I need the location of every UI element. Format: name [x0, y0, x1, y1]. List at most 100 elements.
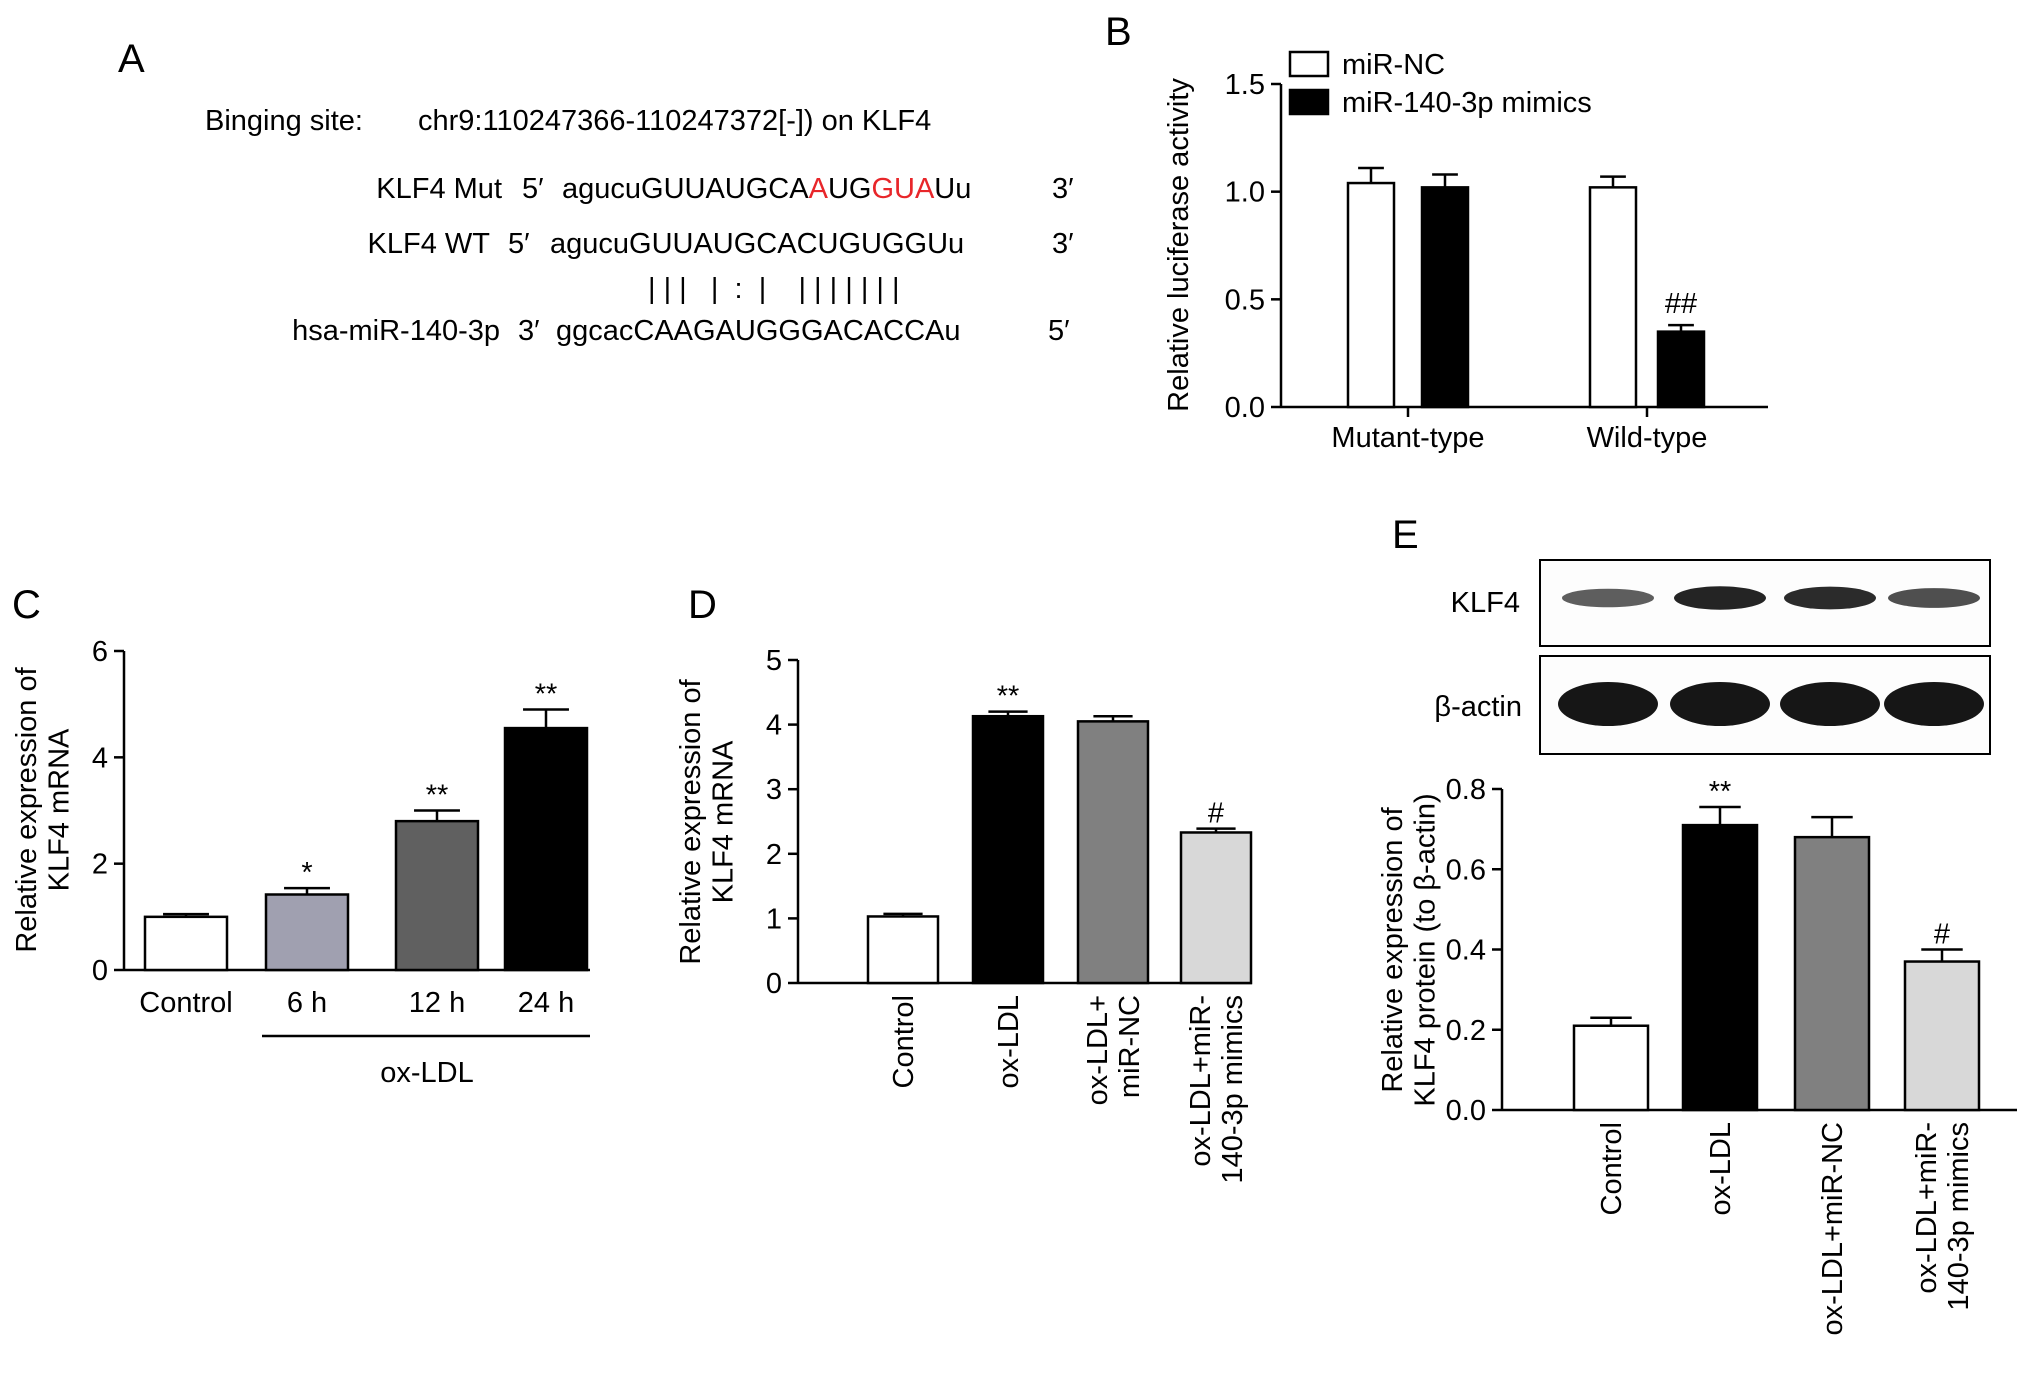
bar [1420, 186, 1470, 409]
y-axis-label-line: KLF4 protein (to β-actin) [1409, 793, 1441, 1106]
x-tick-label: 24 h [518, 987, 574, 1019]
x-tick-label-line: ox-LDL+miR- [1185, 995, 1217, 1167]
y-tick-label: 3 [766, 774, 782, 806]
sequence-segment: UG [828, 173, 872, 205]
binding-site-coordinates: chr9:110247366-110247372[-]) on KLF4 [418, 105, 931, 137]
bar [143, 915, 229, 972]
legend-label: miR-140-3p mimics [1342, 87, 1592, 119]
seq-row-5prime: 3′ [518, 315, 540, 347]
seq-row-3prime: 3′ [1052, 173, 1074, 205]
panel-letter-c: C [12, 583, 41, 627]
x-tick-label: Wild-type [1587, 422, 1708, 454]
x-tick-label: ox-LDL+miR-140-3p mimics [1911, 1122, 1975, 1311]
y-axis-label: Relative expression ofKLF4 mRNA [675, 678, 739, 964]
x-tick-label: ox-LDL+miR-NC [1817, 1122, 1849, 1336]
bar [1903, 960, 1981, 1112]
blot-band-klf4 [1562, 588, 1654, 608]
seq-row-label: KLF4 WT [368, 228, 491, 260]
x-tick-label-line: ox-LDL+ [1082, 995, 1114, 1105]
y-tick-label: 0.0 [1225, 392, 1265, 424]
x-tick-label-line: 140-3p mimics [1943, 1122, 1975, 1311]
y-tick-label: 0.8 [1446, 774, 1486, 806]
significance-mark: ## [1665, 288, 1697, 320]
y-tick-label: 1.5 [1225, 69, 1265, 101]
blot-band-actin [1558, 682, 1658, 726]
bar [1588, 186, 1638, 409]
y-tick-label: 2 [766, 839, 782, 871]
bar [1572, 1024, 1650, 1112]
significance-mark: * [301, 857, 312, 889]
x-tick-label: ox-LDL [993, 995, 1025, 1089]
seq-row-3prime: 5′ [1048, 315, 1070, 347]
sequence-segment: agucuGUUAUGCACUGUGGUu [550, 228, 964, 260]
y-axis-label-line: KLF4 mRNA [43, 728, 75, 891]
seq-row-label: KLF4 Mut [376, 173, 502, 205]
y-axis-label-line: Relative luciferase activity [1163, 78, 1195, 412]
x-tick-label: ox-LDL+miR-NC [1082, 995, 1146, 1105]
y-tick-label: 0.0 [1446, 1095, 1486, 1127]
bar [1793, 835, 1871, 1112]
seq-row-sequence: ggcacCAAGAUGGGACACCAu [556, 315, 961, 347]
seq-row-5prime: 5′ [522, 173, 544, 205]
legend-swatch [1288, 88, 1330, 116]
significance-mark: ** [997, 681, 1020, 713]
significance-mark: ** [1709, 776, 1732, 808]
y-tick-label: 2 [92, 849, 108, 881]
x-tick-label-line: ox-LDL [993, 995, 1025, 1089]
x-tick-label-line: Control [888, 995, 920, 1089]
y-axis-label-line: Relative expression of [1377, 806, 1409, 1092]
bar [971, 714, 1045, 985]
bar [1346, 181, 1396, 409]
y-axis-label: Relative expression ofKLF4 mRNA [11, 666, 75, 952]
chart-b: 0.0 0.5 1.0 1.5 Relative luciferase activity… [1163, 49, 1768, 454]
bar [1076, 720, 1150, 985]
blot-band-klf4 [1784, 586, 1876, 610]
y-axis-label: Relative expression ofKLF4 protein (to β… [1377, 793, 1441, 1106]
x-tick-label-line: 140-3p mimics [1217, 995, 1249, 1184]
seq-row-sequence: agucuGUUAUGCACUGUGGUu [550, 228, 964, 260]
group-label: ox-LDL [380, 1057, 474, 1089]
seq-row-5prime: 5′ [508, 228, 530, 260]
binding-site-label: Binging site: [205, 105, 363, 137]
blot-band-actin [1670, 682, 1770, 726]
bar [503, 726, 589, 972]
y-tick-label: 4 [92, 742, 108, 774]
y-tick-label: 1 [766, 903, 782, 935]
blot-band-klf4 [1674, 586, 1766, 610]
western-blot-e: KLF4 β-actin [1434, 559, 1991, 755]
base-pairing-marks: | | | | : | | | | | | | | [648, 273, 900, 305]
x-tick-label: 6 h [287, 987, 327, 1019]
y-tick-label: 0 [766, 968, 782, 1000]
y-axis-label-line: KLF4 mRNA [707, 740, 739, 903]
panel-a-alignment: Binging site: chr9:110247366-110247372[-… [205, 105, 1074, 347]
legend-swatch [1288, 50, 1330, 78]
y-axis-label-line: Relative expression of [11, 666, 43, 952]
seq-row-label: hsa-miR-140-3p [292, 315, 500, 347]
y-tick-label: 1.0 [1225, 177, 1265, 209]
y-tick-label: 5 [766, 645, 782, 677]
legend-label: miR-NC [1342, 49, 1445, 81]
significance-mark: ** [426, 780, 449, 812]
seq-row-sequence: agucuGUUAUGCAAUGGUAUu [562, 173, 971, 205]
bar [1656, 330, 1706, 409]
y-tick-label: 0.6 [1446, 854, 1486, 886]
y-tick-label: 0.5 [1225, 284, 1265, 316]
x-tick-label: Control [1596, 1122, 1628, 1216]
x-tick-label: ox-LDL [1705, 1122, 1737, 1216]
x-tick-label: ox-LDL+miR-140-3p mimics [1185, 995, 1249, 1184]
blot-band-actin [1884, 682, 1984, 726]
bar [394, 819, 480, 972]
panel-letter-d: D [688, 583, 717, 627]
blot-label-klf4: KLF4 [1451, 587, 1520, 619]
significance-mark: # [1208, 798, 1224, 830]
y-tick-label: 0 [92, 955, 108, 987]
y-tick-label: 0.2 [1446, 1015, 1486, 1047]
x-tick-label-line: ox-LDL+miR- [1911, 1122, 1943, 1294]
bar [1681, 823, 1759, 1112]
x-tick-label-line: Control [1596, 1122, 1628, 1216]
bar [1179, 831, 1253, 985]
sequence-segment: GUA [871, 173, 935, 205]
significance-mark: ** [535, 678, 558, 710]
